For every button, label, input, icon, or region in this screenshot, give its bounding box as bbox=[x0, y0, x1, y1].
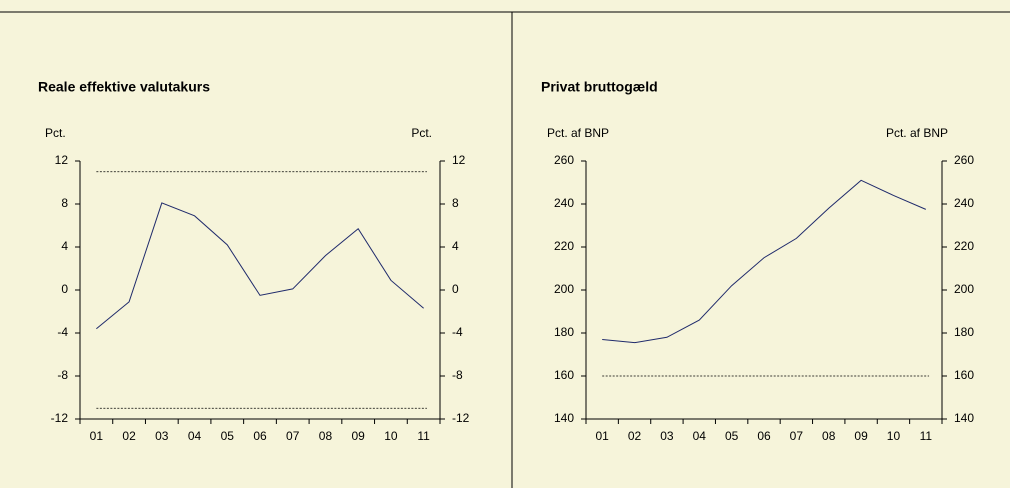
y2-tick-label: -4 bbox=[452, 325, 463, 339]
y-tick-label: 200 bbox=[554, 282, 574, 296]
x-tick-label: 04 bbox=[188, 429, 202, 443]
y2-tick-label: 200 bbox=[954, 282, 974, 296]
y-tick-label: 0 bbox=[61, 282, 68, 296]
chart-title: Privat bruttogæld bbox=[541, 79, 658, 95]
y-axis-label: Pct. af BNP bbox=[547, 126, 609, 140]
x-tick-label: 09 bbox=[854, 429, 868, 443]
y2-tick-label: -12 bbox=[452, 411, 470, 425]
x-tick-label: 01 bbox=[596, 429, 610, 443]
x-tick-label: 02 bbox=[122, 429, 136, 443]
x-tick-label: 06 bbox=[757, 429, 771, 443]
y-tick-label: 4 bbox=[61, 239, 68, 253]
x-tick-label: 02 bbox=[628, 429, 642, 443]
y2-tick-label: 220 bbox=[954, 239, 974, 253]
y-tick-label: 12 bbox=[55, 153, 69, 167]
y2-tick-label: -8 bbox=[452, 368, 463, 382]
chart-title: Reale effektive valutakurs bbox=[38, 79, 210, 95]
y2-tick-label: 8 bbox=[452, 196, 459, 210]
y2-tick-label: 12 bbox=[452, 153, 466, 167]
y2-tick-label: 0 bbox=[452, 282, 459, 296]
x-tick-label: 06 bbox=[253, 429, 267, 443]
y-tick-label: -8 bbox=[57, 368, 68, 382]
y2-tick-label: 240 bbox=[954, 196, 974, 210]
x-tick-label: 10 bbox=[887, 429, 901, 443]
x-tick-label: 07 bbox=[790, 429, 804, 443]
x-tick-label: 08 bbox=[319, 429, 333, 443]
y-tick-label: -4 bbox=[57, 325, 68, 339]
y-tick-label: 220 bbox=[554, 239, 574, 253]
y2-tick-label: 260 bbox=[954, 153, 974, 167]
y2-tick-label: 160 bbox=[954, 368, 974, 382]
x-tick-label: 05 bbox=[221, 429, 235, 443]
y-tick-label: -12 bbox=[51, 411, 69, 425]
x-tick-label: 08 bbox=[822, 429, 836, 443]
y-tick-label: 240 bbox=[554, 196, 574, 210]
data-line bbox=[602, 179, 927, 344]
x-tick-label: 11 bbox=[920, 429, 933, 443]
y2-tick-label: 180 bbox=[954, 325, 974, 339]
y2-axis-label: Pct. af BNP bbox=[886, 126, 948, 140]
x-tick-label: 09 bbox=[352, 429, 366, 443]
x-tick-label: 01 bbox=[90, 429, 104, 443]
y2-tick-label: 140 bbox=[954, 411, 974, 425]
y-tick-label: 160 bbox=[554, 368, 574, 382]
x-tick-label: 07 bbox=[286, 429, 300, 443]
y-tick-label: 180 bbox=[554, 325, 574, 339]
x-tick-label: 03 bbox=[660, 429, 674, 443]
x-tick-label: 03 bbox=[155, 429, 169, 443]
y-tick-label: 140 bbox=[554, 411, 574, 425]
y-tick-label: 8 bbox=[61, 196, 68, 210]
x-tick-label: 10 bbox=[384, 429, 398, 443]
x-tick-label: 11 bbox=[417, 429, 430, 443]
y2-tick-label: 4 bbox=[452, 239, 459, 253]
y2-axis-label: Pct. bbox=[411, 126, 432, 140]
y-axis-label: Pct. bbox=[45, 126, 66, 140]
x-tick-label: 05 bbox=[725, 429, 739, 443]
x-tick-label: 04 bbox=[693, 429, 707, 443]
data-line bbox=[96, 202, 424, 330]
y-tick-label: 260 bbox=[554, 153, 574, 167]
